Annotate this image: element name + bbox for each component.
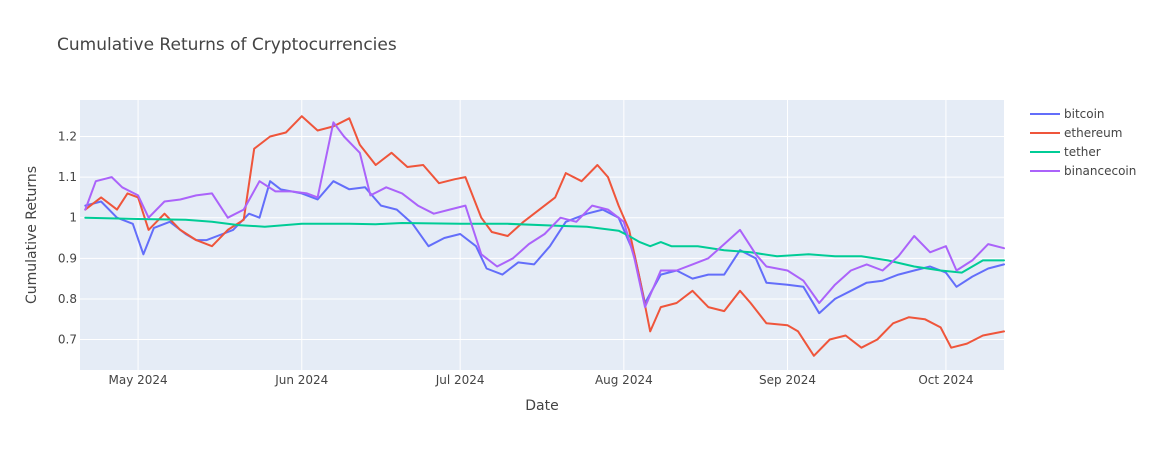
x-tick-label: May 2024 (108, 373, 167, 387)
x-tick-label: Jul 2024 (435, 373, 485, 387)
x-tick-label: Oct 2024 (918, 373, 973, 387)
chart-title: Cumulative Returns of Cryptocurrencies (57, 35, 397, 55)
x-tick-label: Sep 2024 (759, 373, 816, 387)
legend: bitcoin ethereum tether binancecoin (1030, 107, 1136, 178)
x-tick-label: Jun 2024 (274, 373, 328, 387)
x-axis-title: Date (525, 398, 558, 414)
y-tick-label: 1.1 (58, 170, 77, 184)
legend-label-binancecoin: binancecoin (1064, 164, 1136, 178)
y-tick-label: 0.9 (58, 251, 77, 265)
legend-label-tether: tether (1064, 145, 1101, 159)
x-tick-label: Aug 2024 (595, 373, 653, 387)
y-tick-label: 0.7 (58, 333, 77, 347)
series-line-tether (84, 216, 1005, 274)
series-lines (84, 115, 1005, 357)
y-axis-title: Cumulative Returns (24, 166, 40, 304)
x-axis: May 2024 Jun 2024 Jul 2024 Aug 2024 Sep 2024… (108, 373, 973, 387)
series-line-binancecoin (84, 121, 1005, 309)
y-tick-label: 1 (69, 211, 77, 225)
legend-label-ethereum: ethereum (1064, 126, 1122, 140)
y-axis: 0.7 0.8 0.9 1 1.1 1.2 (58, 130, 77, 347)
y-tick-label: 0.8 (58, 292, 77, 306)
y-tick-label: 1.2 (58, 130, 77, 144)
legend-label-bitcoin: bitcoin (1064, 107, 1105, 121)
